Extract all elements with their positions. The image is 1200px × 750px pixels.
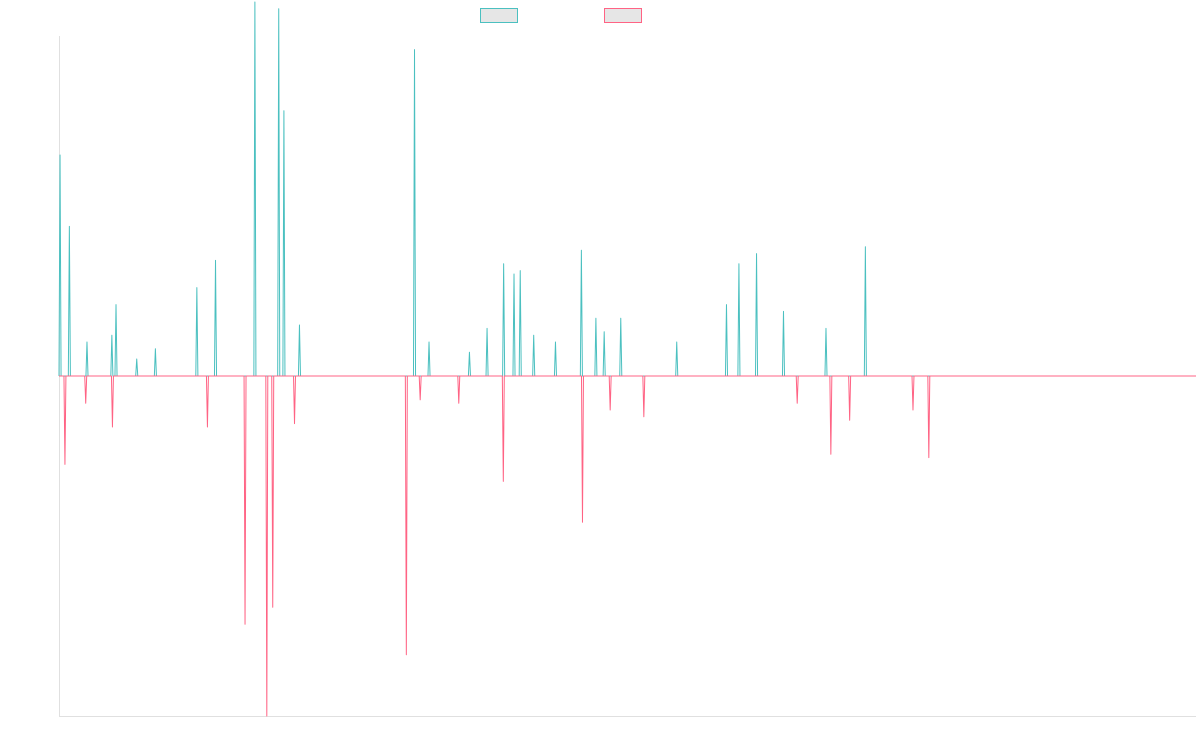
series-line-1 xyxy=(58,1,1196,377)
series-line-2 xyxy=(59,375,1196,717)
chart-legend xyxy=(0,8,1200,28)
legend-swatch-series-2 xyxy=(604,8,642,23)
series-layer xyxy=(58,1,1196,717)
legend-item-series-1[interactable] xyxy=(480,8,524,23)
legend-swatch-series-1 xyxy=(480,8,518,23)
legend-item-series-2[interactable] xyxy=(604,8,648,23)
